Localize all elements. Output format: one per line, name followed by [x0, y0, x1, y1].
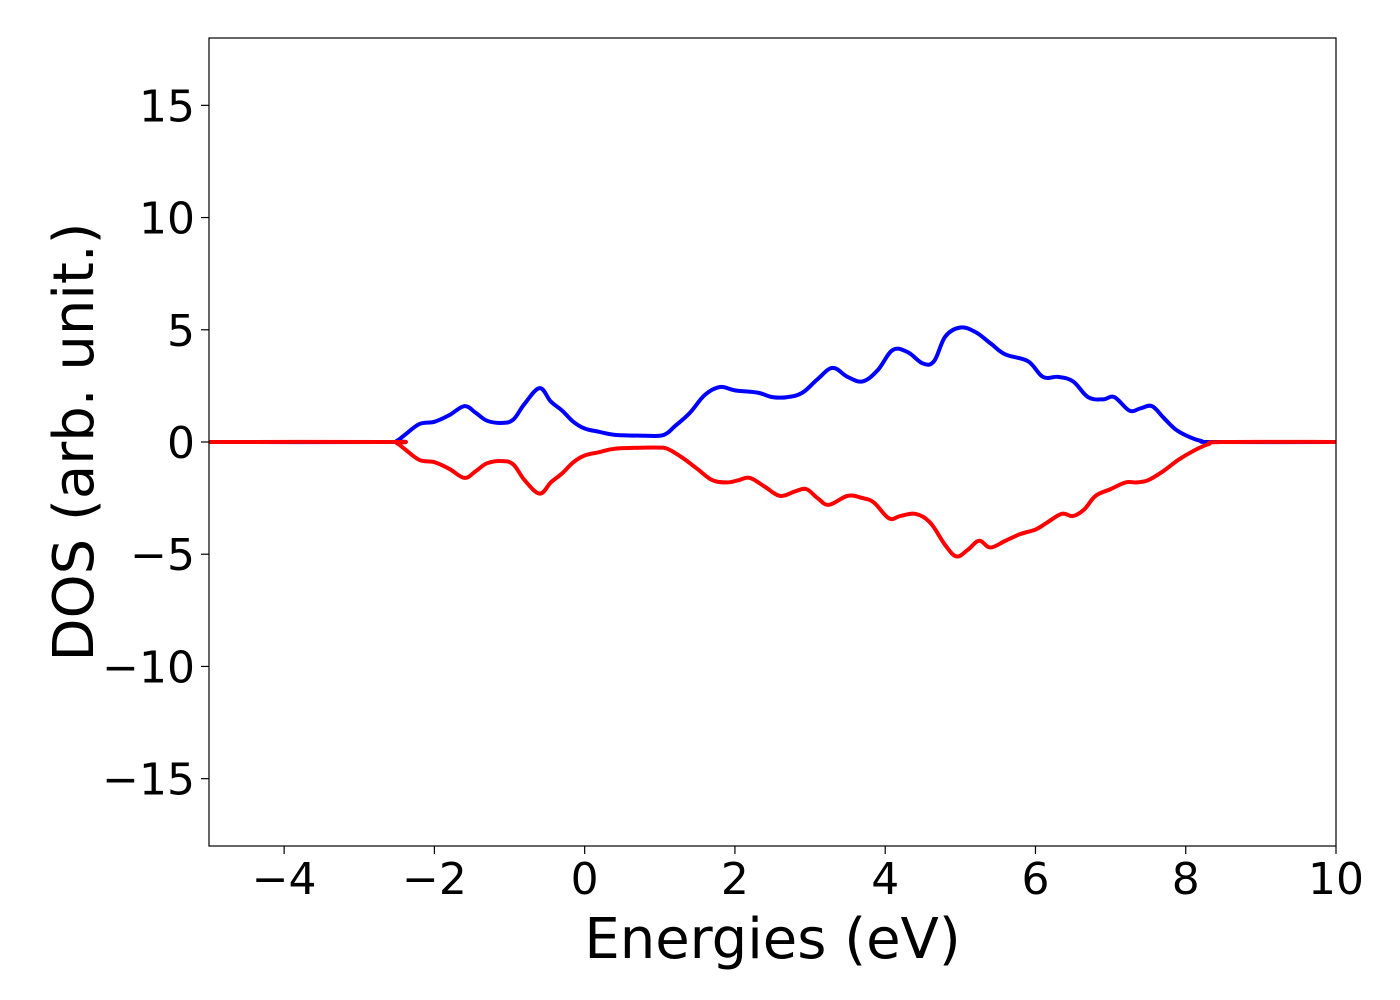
x-tick-label: 8: [1172, 854, 1200, 905]
x-tick-label: 2: [721, 854, 749, 905]
y-axis-ticks: 15 10 5 0 −5 −10 −15: [102, 81, 209, 806]
y-tick-label: 15: [139, 81, 195, 132]
dos-line-series-1: [209, 325, 1336, 445]
x-tick-label: 6: [1021, 854, 1049, 905]
y-tick-label: 5: [167, 306, 195, 357]
plot-layer: [209, 325, 1336, 559]
x-tick-label: −2: [402, 854, 467, 905]
x-tick-label: 0: [571, 854, 599, 905]
x-tick-label: −4: [252, 854, 317, 905]
y-tick-label: 0: [167, 418, 195, 469]
y-axis-label: DOS (arb. unit.): [42, 222, 107, 661]
x-tick-label: 4: [871, 854, 899, 905]
x-axis-label: Energies (eV): [584, 907, 960, 972]
x-axis-ticks: −4 −2 0 2 4 6 8 10: [252, 846, 1364, 905]
y-tick-label: −5: [130, 530, 195, 581]
x-tick-label: 10: [1308, 854, 1364, 905]
y-tick-label: −15: [102, 755, 195, 806]
dos-line-series-2: [209, 439, 1336, 559]
y-tick-label: 10: [139, 194, 195, 245]
y-tick-label: −10: [102, 642, 195, 693]
